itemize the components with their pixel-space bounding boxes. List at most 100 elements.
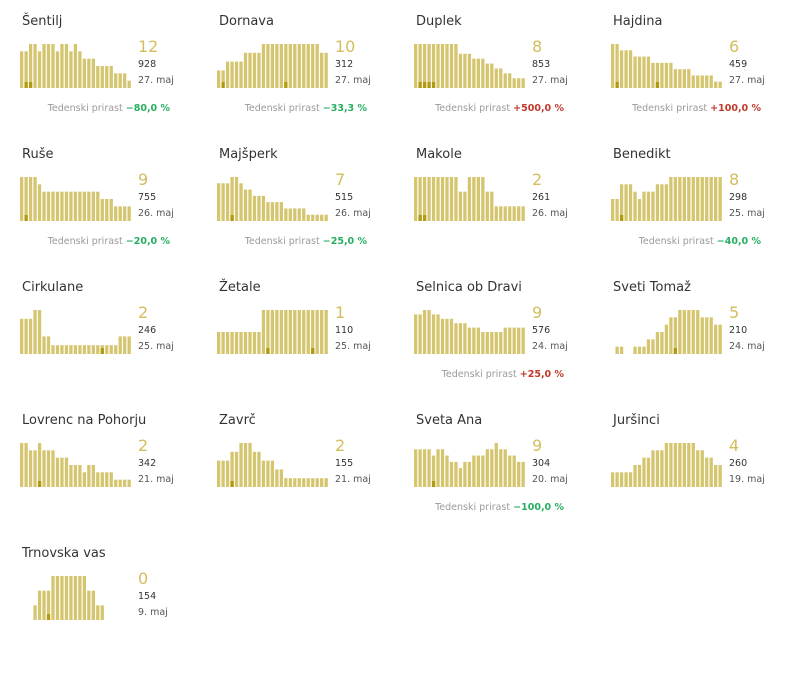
chart-bar — [449, 44, 454, 88]
municipality-name: Žetale — [219, 280, 261, 295]
chart-bar — [472, 327, 476, 354]
chart-bar — [78, 191, 82, 221]
last-update-date: 21. maj — [138, 474, 174, 485]
chart-bar — [700, 317, 704, 354]
chart-bar — [109, 345, 113, 354]
chart-bar — [633, 465, 637, 487]
chart-bar — [42, 44, 46, 88]
chart-bar — [239, 332, 243, 354]
chart-bar — [248, 52, 252, 88]
weekly-growth-label: Tedenski prirast — [435, 502, 511, 513]
chart-bar — [96, 66, 100, 88]
total-cases-value: 260 — [729, 458, 748, 469]
municipality-name: Selnica ob Dravi — [416, 280, 522, 295]
chart-bar — [261, 310, 266, 354]
active-cases-value: 6 — [729, 37, 740, 56]
chart-bar-highlight — [427, 82, 431, 88]
chart-bar — [60, 576, 64, 620]
chart-bar-highlight — [230, 215, 234, 221]
chart-bar — [55, 345, 60, 354]
chart-bar — [275, 44, 279, 88]
chart-bar — [82, 472, 86, 487]
chart-bar — [324, 478, 328, 487]
chart-bar — [682, 310, 686, 354]
chart-bar — [73, 576, 78, 620]
chart-bar — [463, 53, 467, 88]
chart-bar — [114, 73, 118, 88]
chart-bar — [687, 177, 691, 221]
chart-bar — [454, 461, 458, 487]
municipality-card: Benedikt 8 298 25. maj Tedenski prirast −40,… — [611, 147, 791, 275]
chart-bar — [705, 75, 709, 88]
chart-bar — [660, 332, 664, 354]
chart-bar — [266, 44, 270, 88]
chart-bar-highlight — [37, 481, 42, 487]
chart-bar — [78, 465, 82, 487]
total-cases-value: 210 — [729, 325, 748, 336]
chart-bar — [637, 465, 642, 487]
chart-bar — [669, 317, 673, 354]
chart-bar — [55, 51, 60, 88]
chart-bar — [619, 346, 624, 354]
chart-bar — [261, 460, 266, 487]
chart-bar — [87, 590, 91, 620]
municipality-card: Žetale 1 110 25. maj — [217, 280, 407, 408]
chart-bar — [414, 44, 418, 88]
chart-bar-highlight — [418, 215, 422, 221]
chart-bar — [105, 472, 109, 487]
chart-bar — [454, 323, 458, 354]
chart-bar-highlight — [24, 215, 28, 221]
last-update-date: 24. maj — [729, 341, 765, 352]
chart-bar — [467, 177, 472, 221]
chart-bar — [476, 455, 480, 487]
last-update-date: 25. maj — [729, 208, 765, 219]
chart-bar — [691, 310, 695, 354]
chart-bar — [655, 62, 660, 88]
total-cases-value: 155 — [335, 458, 354, 469]
municipality-grid: Šentilj 12 928 27. maj Tedenski prirast −80,… — [20, 14, 791, 620]
chart-bar — [499, 449, 503, 487]
sparkline-chart — [20, 177, 131, 221]
municipality-card: Šentilj 12 928 27. maj Tedenski prirast −80,… — [20, 14, 210, 142]
chart-bar — [476, 58, 480, 88]
chart-bar — [678, 310, 682, 354]
chart-bar — [660, 62, 664, 88]
chart-bar — [467, 53, 472, 88]
chart-bar — [28, 318, 33, 354]
chart-bar-highlight — [422, 215, 427, 221]
chart-bar — [642, 457, 646, 487]
chart-bar — [485, 191, 489, 221]
chart-bar — [73, 191, 78, 221]
chart-bar — [46, 44, 51, 88]
municipality-name: Hajdina — [613, 14, 663, 29]
chart-bar — [33, 450, 37, 487]
chart-bar — [82, 576, 86, 620]
chart-bar — [248, 443, 252, 487]
total-cases-value: 154 — [138, 591, 157, 602]
chart-bar — [687, 69, 691, 88]
chart-bar — [422, 44, 427, 88]
chart-bar — [20, 443, 24, 487]
chart-bar — [503, 73, 507, 88]
chart-bar — [114, 206, 118, 221]
chart-bar — [225, 332, 230, 354]
chart-bar — [714, 324, 718, 354]
chart-bar — [266, 202, 270, 221]
chart-bar — [454, 177, 458, 221]
chart-bar — [320, 310, 324, 354]
chart-bar — [288, 310, 292, 354]
chart-bar — [64, 191, 69, 221]
chart-bar — [642, 346, 646, 354]
chart-bar-highlight — [46, 614, 51, 620]
chart-bar — [127, 80, 131, 88]
chart-bar — [87, 465, 91, 487]
chart-bar — [118, 73, 122, 88]
total-cases-value: 261 — [532, 192, 551, 203]
chart-bar — [458, 53, 463, 88]
chart-bar — [485, 332, 489, 354]
chart-bar — [33, 310, 37, 354]
chart-bar — [664, 184, 669, 221]
municipality-card: Dornava 10 312 27. maj Tedenski prirast −33,… — [217, 14, 407, 142]
chart-bar — [445, 455, 449, 487]
weekly-growth-value: +25,0 % — [519, 369, 564, 380]
